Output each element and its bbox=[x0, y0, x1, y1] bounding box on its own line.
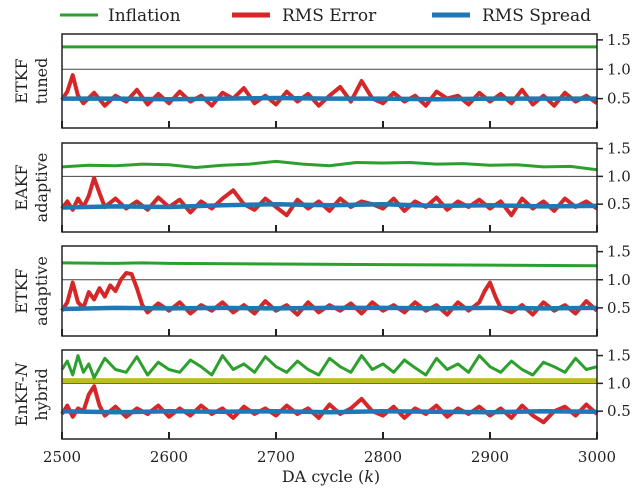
x-tick-label-2900: 2900 bbox=[471, 448, 509, 466]
series-rms-spread bbox=[61, 305, 598, 312]
plot-frame bbox=[61, 33, 598, 129]
legend-label-rms-spread: RMS Spread bbox=[482, 6, 591, 26]
legend-label-rms-error: RMS Error bbox=[282, 6, 377, 26]
y-tick-label-0-5: 0.5 bbox=[607, 195, 631, 213]
plot-frame bbox=[61, 142, 598, 233]
x-axis-title-var: k bbox=[364, 467, 374, 486]
x-tick-label-3000: 3000 bbox=[578, 448, 616, 466]
y-axis-label: ETKFtuned bbox=[12, 58, 51, 105]
legend-entry-rms-error: RMS Error bbox=[232, 6, 377, 26]
y-axis-label: EAKFadaptive bbox=[12, 153, 51, 223]
series-inflation bbox=[61, 261, 598, 268]
y-tick-label-0-5: 0.5 bbox=[607, 90, 631, 108]
y-tick-label-1-0: 1.0 bbox=[607, 374, 631, 392]
series-inflation bbox=[61, 159, 598, 172]
y-tick-label-0-5: 0.5 bbox=[607, 299, 631, 317]
series-rms-spread bbox=[61, 201, 598, 210]
y-axis-label-line1: EAKF bbox=[12, 164, 31, 210]
panel-etkf-adaptive: 0.5 1.0 1.5 ETKFadaptive bbox=[12, 243, 631, 337]
panel-eakf-adaptive: 0.5 1.0 1.5 EAKFadaptive bbox=[12, 140, 631, 233]
legend-label-inflation: Inflation bbox=[108, 6, 181, 26]
y-tick-label-1-5: 1.5 bbox=[607, 243, 631, 261]
y-axis-label: ETKFadaptive bbox=[12, 256, 51, 326]
y-tick-label-1-0: 1.0 bbox=[607, 167, 631, 185]
series-rms-spread bbox=[62, 95, 597, 102]
y-axis-label-line1: ETKF bbox=[12, 268, 31, 313]
legend: Inflation RMS Error RMS Spread bbox=[60, 6, 591, 26]
series-rms-spread bbox=[61, 408, 598, 415]
panel-enkf-n-hybrid: 0.5 1.0 1.5 2500 2600 2700 2800 2900 3000 EnKF-Nh… bbox=[12, 347, 631, 466]
legend-entry-inflation: Inflation bbox=[60, 6, 181, 26]
y-axis-label-line2: adaptive bbox=[32, 153, 51, 223]
series-rms-error bbox=[60, 384, 599, 425]
y-axis-label-part: EnKF- bbox=[12, 377, 31, 427]
y-tick-label-1-0: 1.0 bbox=[607, 60, 631, 78]
y-tick-label-1-5: 1.5 bbox=[607, 140, 631, 158]
x-tick-label-2700: 2700 bbox=[257, 448, 295, 466]
y-tick-label-1-5: 1.5 bbox=[607, 347, 631, 365]
x-tick-label-2500: 2500 bbox=[43, 448, 81, 466]
legend-entry-rms-spread: RMS Spread bbox=[432, 6, 591, 26]
x-axis-title: DA cycle (k) bbox=[282, 467, 380, 486]
y-axis-label: EnKF-Nhybrid bbox=[12, 362, 51, 427]
plot-frame bbox=[61, 245, 598, 337]
y-axis-label-line2: tuned bbox=[32, 58, 51, 105]
x-tick-label-2800: 2800 bbox=[364, 448, 402, 466]
x-axis-title-prefix: DA cycle ( bbox=[282, 467, 364, 486]
series-rms-error bbox=[60, 176, 599, 218]
y-axis-label-line2: adaptive bbox=[32, 256, 51, 326]
series-inflation bbox=[60, 354, 598, 380]
y-tick-label-1-0: 1.0 bbox=[607, 271, 631, 289]
plot-frame bbox=[61, 349, 598, 440]
y-axis-label-line1: EnKF-N bbox=[12, 362, 31, 427]
y-tick-label-1-5: 1.5 bbox=[607, 31, 631, 49]
y-axis-label-line2: hybrid bbox=[32, 368, 51, 421]
x-tick-label-2600: 2600 bbox=[150, 448, 188, 466]
series-rms-error bbox=[60, 271, 599, 317]
y-axis-label-line1: ETKF bbox=[12, 58, 31, 103]
y-tick-label-0-5: 0.5 bbox=[607, 402, 631, 420]
panel-etkf-tuned: 0.5 1.0 1.5 ETKFtuned bbox=[12, 31, 631, 129]
y-axis-label-var: N bbox=[12, 362, 31, 378]
x-axis-title-suffix: ) bbox=[374, 467, 380, 486]
